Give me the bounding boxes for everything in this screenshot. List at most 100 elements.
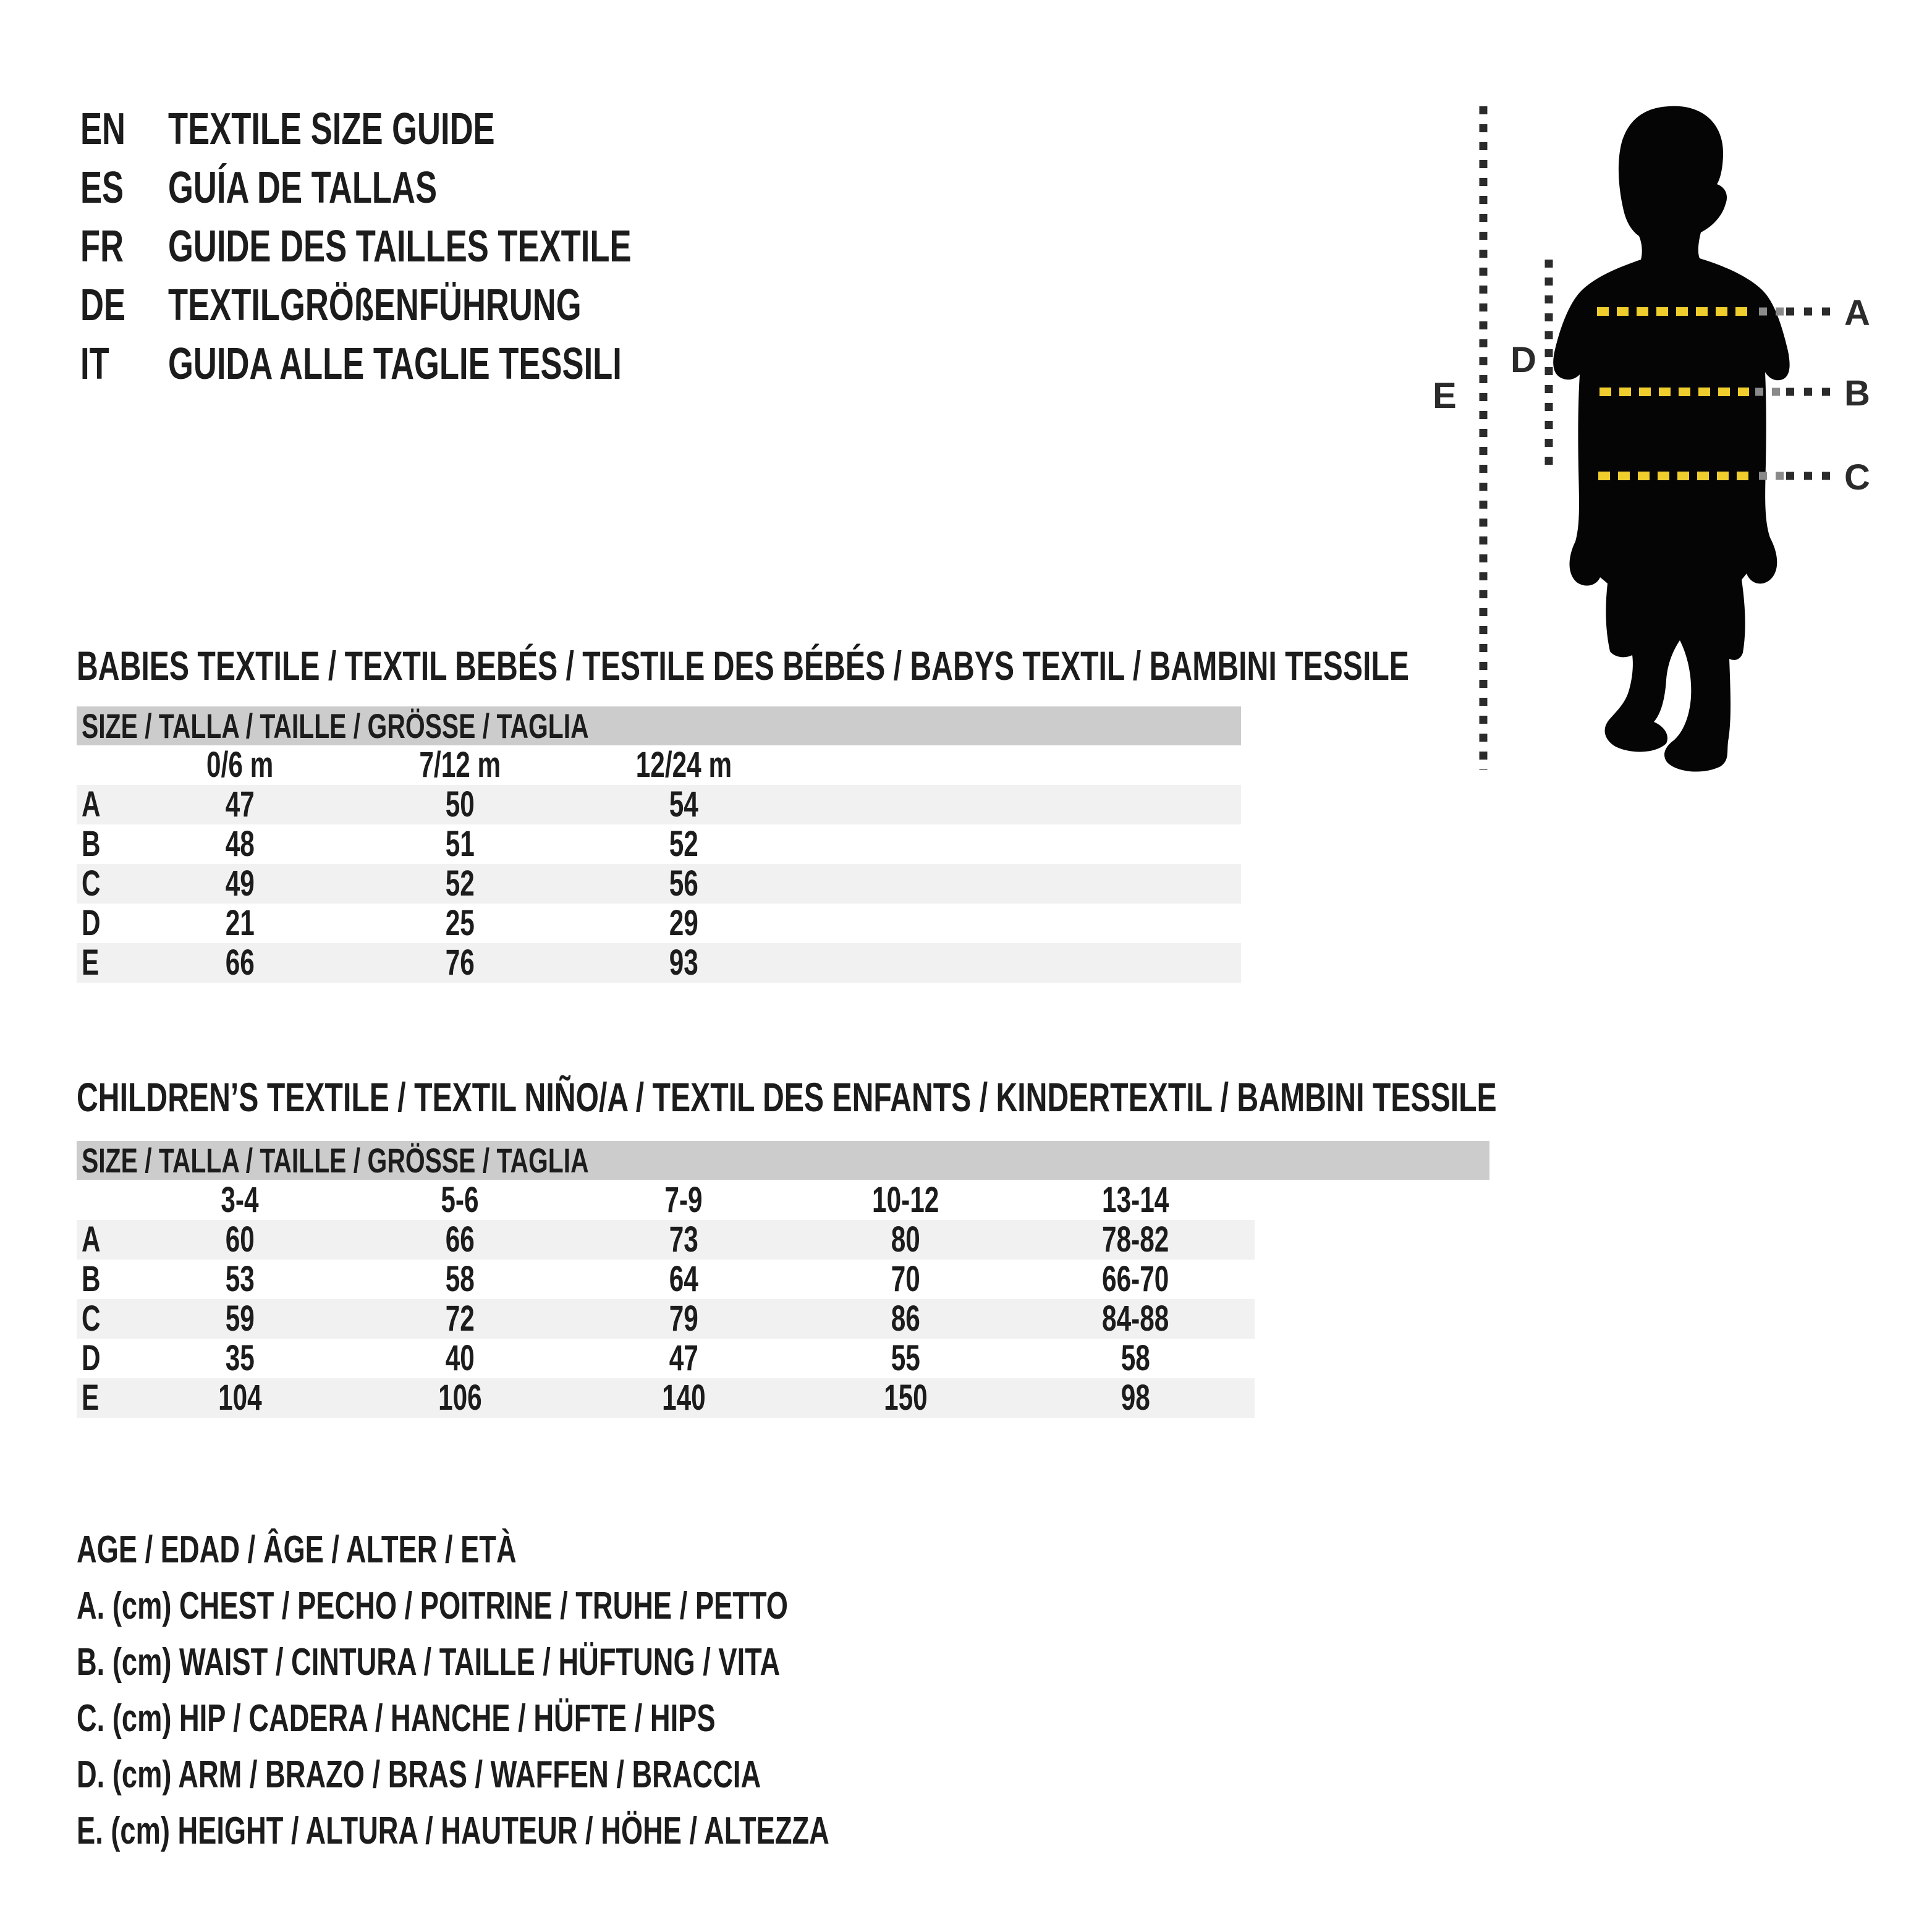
language-list: EN TEXTILE SIZE GUIDE ES GUÍA DE TALLAS FR GU… bbox=[80, 100, 803, 394]
table-row: C 59 72 79 86 84-88 bbox=[77, 1299, 1255, 1339]
legend-line: A. (cm) CHEST / PECHO / POITRINE / TRUHE… bbox=[77, 1585, 788, 1627]
column-header: 5-6 bbox=[441, 1180, 479, 1220]
value-cell: 50 bbox=[445, 784, 475, 824]
language-row: FR GUIDE DES TAILLES TEXTILE bbox=[80, 218, 803, 276]
value-cell: 150 bbox=[883, 1378, 928, 1418]
table-row: A 47 50 54 bbox=[77, 785, 1241, 824]
row-label: D bbox=[82, 903, 101, 943]
row-label: B bbox=[82, 1259, 101, 1299]
value-cell: 66 bbox=[445, 1219, 475, 1260]
value-cell: 70 bbox=[891, 1259, 920, 1299]
children-size-header-bar: SIZE / TALLA / TAILLE / GRÖSSE / TAGLIA bbox=[77, 1141, 1489, 1180]
value-cell: 21 bbox=[225, 903, 255, 943]
language-title: GUIDA ALLE TAGLIE TESSILI bbox=[168, 339, 622, 389]
language-code: ES bbox=[80, 163, 124, 213]
babies-table: A 47 50 54 B 48 51 52 C 49 52 56 D 21 25 29 E 66 76 93 bbox=[77, 785, 1241, 983]
value-cell: 40 bbox=[445, 1338, 475, 1378]
value-cell: 84-88 bbox=[1101, 1299, 1169, 1339]
language-title: TEXTILGRÖßENFÜHRUNG bbox=[168, 281, 582, 330]
table-row: A 60 66 73 80 78-82 bbox=[77, 1220, 1255, 1260]
filler-cell bbox=[795, 904, 1241, 943]
language-title: GUÍA DE TALLAS bbox=[168, 163, 438, 213]
column-header: 3-4 bbox=[221, 1180, 259, 1220]
figure-label-d: D bbox=[1510, 340, 1536, 380]
value-cell: 76 bbox=[445, 943, 475, 983]
filler-cell bbox=[795, 785, 1241, 824]
column-header: 0/6 m bbox=[206, 745, 274, 785]
table-row: D 35 40 47 55 58 bbox=[77, 1339, 1255, 1378]
figure-label-c: C bbox=[1844, 457, 1870, 498]
children-section-title: CHILDREN’S TEXTILE / TEXTIL NIÑO/A / TEX… bbox=[77, 1074, 1497, 1120]
language-title: GUIDE DES TAILLES TEXTILE bbox=[168, 222, 632, 271]
legend-line: B. (cm) WAIST / CINTURA / TAILLE / HÜFTU… bbox=[77, 1641, 781, 1684]
value-cell: 47 bbox=[669, 1338, 698, 1378]
table-row: D 21 25 29 bbox=[77, 904, 1241, 943]
value-cell: 86 bbox=[891, 1299, 920, 1339]
value-cell: 49 bbox=[225, 863, 255, 904]
value-cell: 56 bbox=[669, 863, 698, 904]
filler-cell bbox=[795, 943, 1241, 983]
value-cell: 98 bbox=[1121, 1378, 1150, 1418]
row-label: E bbox=[82, 943, 100, 983]
language-title: TEXTILE SIZE GUIDE bbox=[168, 104, 495, 154]
row-label: C bbox=[82, 1299, 101, 1339]
row-label: E bbox=[82, 1378, 100, 1418]
value-cell: 29 bbox=[669, 903, 698, 943]
column-header: 13-14 bbox=[1101, 1180, 1169, 1220]
table-row: B 53 58 64 70 66-70 bbox=[77, 1260, 1255, 1299]
children-table-header: 3-4 5-6 7-9 10-12 13-14 bbox=[77, 1180, 1255, 1220]
babies-table-header: 0/6 m 7/12 m 12/24 m bbox=[77, 745, 1241, 785]
value-cell: 35 bbox=[225, 1338, 255, 1378]
value-cell: 106 bbox=[438, 1378, 482, 1418]
value-cell: 55 bbox=[891, 1338, 920, 1378]
babies-section-title: BABIES TEXTILE / TEXTIL BEBÉS / TESTILE … bbox=[77, 643, 1409, 688]
row-label: A bbox=[82, 1219, 101, 1260]
value-cell: 93 bbox=[669, 943, 698, 983]
language-row: EN TEXTILE SIZE GUIDE bbox=[80, 100, 803, 159]
column-header: 7/12 m bbox=[419, 745, 501, 785]
language-code: FR bbox=[80, 222, 124, 271]
language-row: DE TEXTILGRÖßENFÜHRUNG bbox=[80, 276, 803, 335]
value-cell: 54 bbox=[669, 784, 698, 824]
value-cell: 140 bbox=[661, 1378, 706, 1418]
legend-line: AGE / EDAD / ÂGE / ALTER / ETÀ bbox=[77, 1528, 517, 1571]
value-cell: 60 bbox=[225, 1219, 255, 1260]
legend-line: C. (cm) HIP / CADERA / HANCHE / HÜFTE / … bbox=[77, 1697, 716, 1740]
corner-cell bbox=[77, 745, 132, 785]
value-cell: 59 bbox=[225, 1299, 255, 1339]
row-label: D bbox=[82, 1338, 101, 1378]
filler-cell bbox=[795, 745, 1241, 785]
table-row: B 48 51 52 bbox=[77, 824, 1241, 864]
child-silhouette-icon bbox=[1553, 106, 1790, 772]
language-code: EN bbox=[80, 104, 126, 154]
value-cell: 64 bbox=[669, 1259, 698, 1299]
language-row: ES GUÍA DE TALLAS bbox=[80, 159, 803, 218]
table-row: E 66 76 93 bbox=[77, 943, 1241, 983]
filler-cell bbox=[795, 824, 1241, 864]
table-row: C 49 52 56 bbox=[77, 864, 1241, 904]
value-cell: 79 bbox=[669, 1299, 698, 1339]
measurement-legend: AGE / EDAD / ÂGE / ALTER / ETÀ A. (cm) CH… bbox=[77, 1522, 1108, 1859]
figure-label-b: B bbox=[1844, 373, 1870, 413]
legend-line: E. (cm) HEIGHT / ALTURA / HAUTEUR / HÖHE… bbox=[77, 1810, 829, 1852]
value-cell: 66-70 bbox=[1101, 1259, 1169, 1299]
row-label: C bbox=[82, 863, 101, 904]
measurement-figure: A B C D E bbox=[1391, 74, 1932, 803]
language-row: IT GUIDA ALLE TAGLIE TESSILI bbox=[80, 335, 803, 394]
row-label: B bbox=[82, 824, 101, 864]
table-row: E 104 106 140 150 98 bbox=[77, 1378, 1255, 1418]
value-cell: 104 bbox=[218, 1378, 262, 1418]
column-header: 10-12 bbox=[871, 1180, 939, 1220]
figure-label-e: E bbox=[1433, 376, 1457, 416]
column-header: 7-9 bbox=[664, 1180, 703, 1220]
value-cell: 25 bbox=[445, 903, 475, 943]
children-table: A 60 66 73 80 78-82 B 53 58 64 70 66-70 C 59 72 79 86 84-… bbox=[77, 1220, 1255, 1418]
value-cell: 51 bbox=[445, 824, 475, 864]
value-cell: 52 bbox=[445, 863, 475, 904]
value-cell: 47 bbox=[225, 784, 255, 824]
language-code: IT bbox=[80, 339, 109, 389]
legend-line: D. (cm) ARM / BRAZO / BRAS / WAFFEN / BR… bbox=[77, 1753, 761, 1796]
filler-cell bbox=[795, 864, 1241, 904]
value-cell: 72 bbox=[445, 1299, 475, 1339]
value-cell: 66 bbox=[225, 943, 255, 983]
